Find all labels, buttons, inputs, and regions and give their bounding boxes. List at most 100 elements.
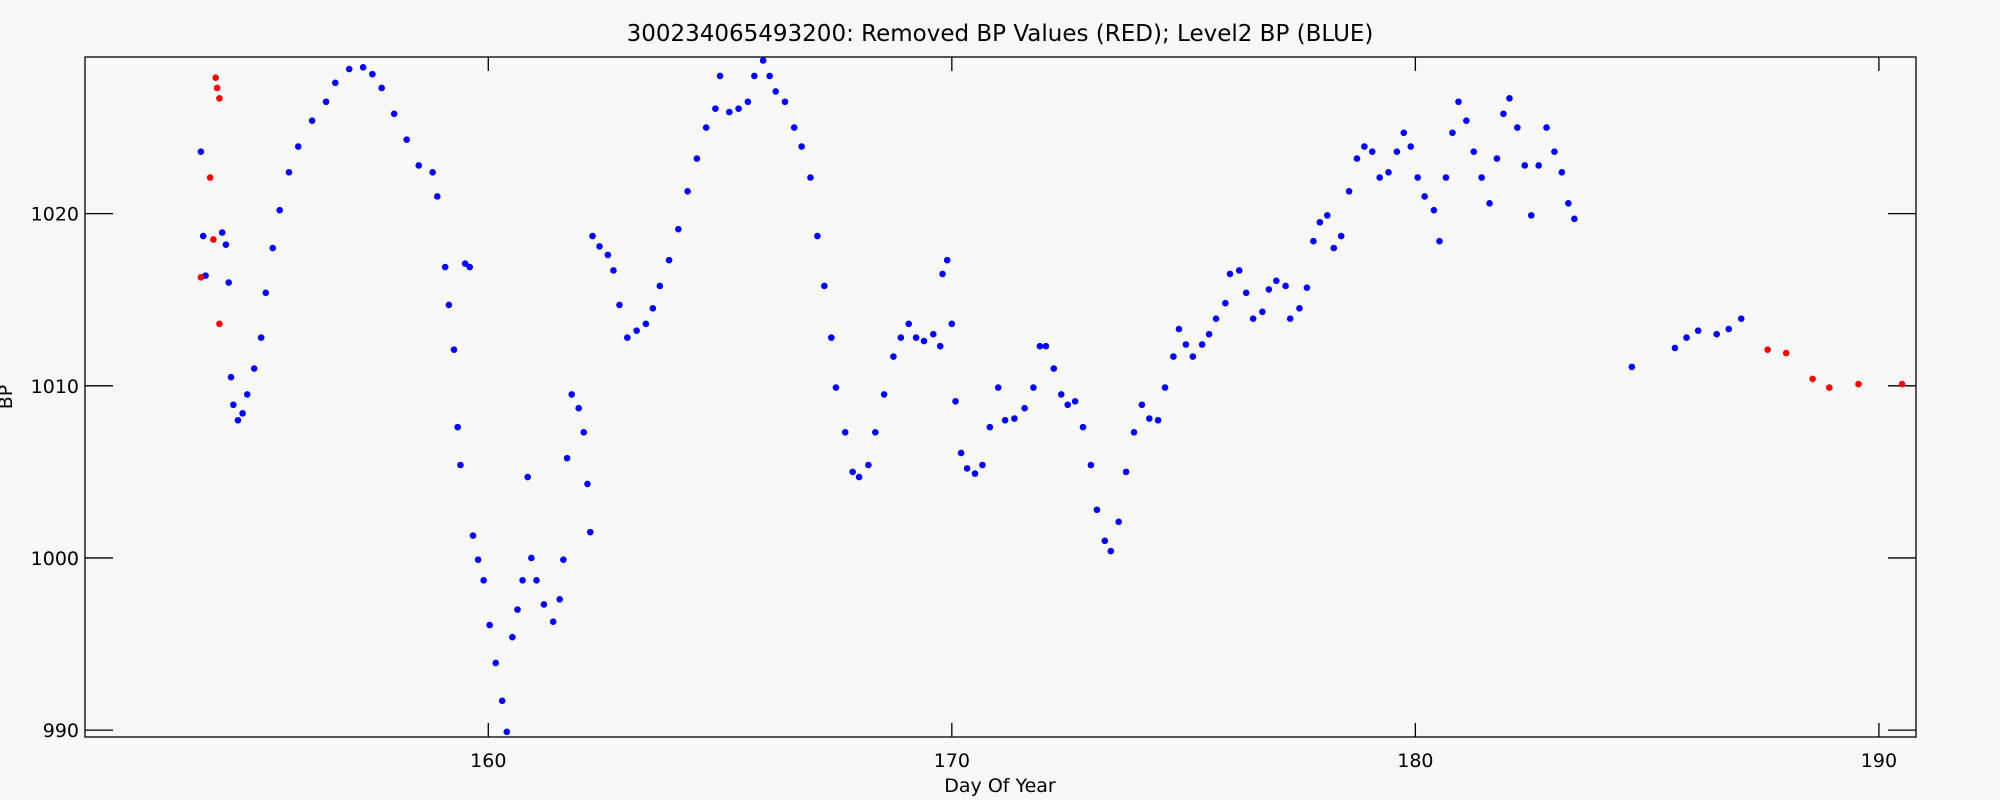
data-point — [616, 301, 623, 309]
data-point — [957, 449, 965, 457]
data-point — [1551, 148, 1558, 155]
data-point — [1273, 277, 1280, 285]
data-point — [1087, 461, 1095, 469]
data-point — [441, 263, 449, 271]
data-point — [849, 468, 856, 476]
data-point — [454, 423, 461, 431]
data-point — [1310, 237, 1317, 245]
data-point — [469, 532, 477, 539]
data-point — [642, 320, 650, 328]
data-point — [461, 260, 469, 267]
x-axis-label: Day Of Year — [944, 775, 1056, 797]
data-point — [716, 72, 724, 80]
data-point — [533, 577, 540, 584]
data-point — [929, 330, 937, 338]
y-tick-label: 1020 — [31, 204, 79, 226]
data-point — [216, 320, 223, 328]
data-point — [1400, 129, 1408, 137]
data-point — [568, 391, 576, 398]
data-point — [939, 270, 946, 278]
data-point — [563, 454, 571, 462]
data-point — [1259, 308, 1266, 316]
data-point — [1421, 193, 1428, 200]
data-point — [1249, 315, 1257, 322]
data-point — [1565, 200, 1572, 207]
data-point — [549, 618, 557, 625]
data-point — [1353, 155, 1361, 162]
x-tick-label: 160 — [470, 750, 506, 772]
data-point — [433, 193, 441, 200]
data-point — [1205, 330, 1213, 338]
data-point — [345, 65, 353, 73]
data-point — [596, 243, 603, 250]
data-point — [197, 274, 205, 281]
data-point — [1385, 169, 1392, 176]
data-point — [243, 391, 251, 398]
data-point — [702, 124, 710, 131]
data-point — [1130, 428, 1138, 436]
data-point — [269, 244, 277, 252]
data-point — [1782, 349, 1790, 357]
data-point — [276, 206, 283, 214]
data-point — [880, 391, 888, 398]
data-point — [227, 373, 235, 381]
data-point — [308, 117, 316, 124]
data-point — [466, 263, 474, 271]
y-tick-label: 1010 — [31, 376, 79, 398]
data-point — [1042, 342, 1050, 350]
x-tick-label: 170 — [934, 750, 970, 772]
data-point — [952, 398, 959, 405]
data-point — [821, 282, 828, 290]
data-point — [1558, 169, 1566, 176]
data-point — [1345, 187, 1353, 195]
data-point — [1145, 415, 1153, 422]
data-point — [415, 162, 423, 169]
data-point — [322, 98, 330, 106]
data-point — [474, 556, 482, 563]
data-point — [905, 320, 913, 328]
data-point — [580, 428, 588, 436]
data-point — [936, 342, 944, 350]
data-point — [1713, 330, 1720, 338]
data-point — [1050, 365, 1058, 372]
data-point — [890, 353, 897, 360]
data-point — [294, 143, 302, 150]
data-point — [1361, 143, 1368, 150]
data-point — [1316, 218, 1324, 226]
data-point — [1057, 391, 1065, 398]
data-point — [684, 187, 691, 195]
data-point — [589, 232, 596, 240]
data-point — [212, 74, 220, 81]
data-point — [665, 256, 673, 264]
data-point — [369, 70, 376, 78]
data-point — [781, 98, 789, 106]
data-point — [332, 79, 339, 87]
data-point — [586, 528, 594, 536]
x-tick-label: 180 — [1397, 750, 1433, 772]
data-point — [633, 327, 640, 335]
data-point — [359, 64, 367, 71]
data-point — [656, 282, 664, 290]
data-point — [503, 728, 511, 736]
data-point — [649, 305, 657, 312]
data-point — [1393, 148, 1401, 155]
data-point — [509, 633, 516, 641]
data-point — [1115, 518, 1123, 526]
data-point — [457, 461, 464, 469]
data-point — [1809, 375, 1816, 383]
data-point — [285, 169, 293, 176]
data-point — [1138, 401, 1146, 409]
data-point — [450, 346, 458, 353]
data-point — [841, 428, 849, 436]
chart-title: 300234065493200: Removed BP Values (RED)… — [627, 21, 1374, 47]
data-point — [604, 251, 612, 259]
data-point — [222, 241, 230, 248]
data-point — [378, 84, 385, 92]
data-point — [560, 556, 567, 563]
data-point — [390, 110, 398, 118]
data-point — [1478, 174, 1485, 181]
data-point — [1337, 232, 1345, 240]
data-point — [225, 279, 232, 286]
data-point — [1198, 341, 1206, 348]
